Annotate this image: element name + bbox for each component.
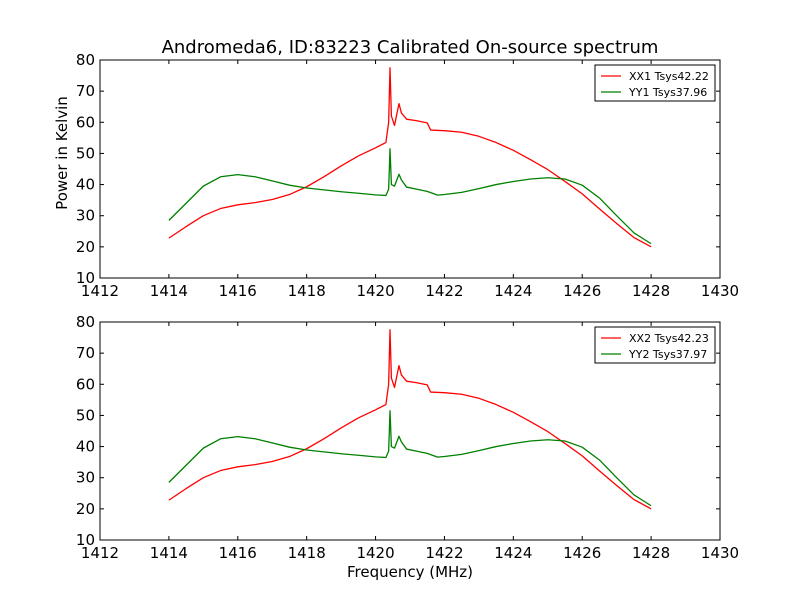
legend-entry: XX2 Tsys42.23: [629, 332, 709, 345]
y-tick-label: 50: [76, 144, 95, 162]
y-tick-label: 10: [76, 269, 95, 287]
series-line-xx1: [168, 67, 652, 248]
y-tick-label: 40: [76, 438, 95, 456]
legend-box: [594, 326, 716, 364]
chart-title: Andromeda6, ID:83223 Calibrated On-sourc…: [162, 37, 659, 58]
legend: XX1 Tsys42.22 YY1 Tsys37.96: [594, 64, 716, 102]
x-tick-label: 1416: [219, 282, 257, 300]
legend: XX2 Tsys42.23 YY2 Tsys37.97: [594, 326, 716, 364]
y-tick-label: 80: [76, 313, 95, 331]
x-tick-label: 1424: [494, 544, 532, 562]
y-tick-label: 30: [76, 207, 95, 225]
x-tick-label: 1420: [356, 544, 394, 562]
legend-box: [594, 64, 716, 102]
x-tick-label: 1430: [701, 544, 739, 562]
plot-frame: [99, 321, 721, 541]
x-tick-label: 1418: [288, 282, 326, 300]
y-tick-label: 60: [76, 113, 95, 131]
legend-entry: YY1 Tsys37.96: [628, 86, 707, 99]
y-tick-label: 70: [76, 82, 95, 100]
y-tick-label: 50: [76, 406, 95, 424]
panels-group: 1412 1414 1416 1418 1420 1422 1424 1426 1428 1430…: [76, 51, 739, 562]
legend-entry: XX1 Tsys42.22: [629, 70, 709, 83]
y-tick-label: 80: [76, 51, 95, 69]
x-tick-label: 1426: [563, 544, 601, 562]
x-axis-label: Frequency (MHz): [347, 563, 473, 581]
series-line-yy1: [168, 148, 652, 245]
x-tick-label: 1416: [219, 544, 257, 562]
series-line-yy2: [168, 410, 652, 507]
x-tick-label: 1414: [150, 544, 188, 562]
y-tick-label: 60: [76, 375, 95, 393]
x-tick-label: 1414: [150, 282, 188, 300]
series-line-xx2: [168, 329, 652, 510]
y-tick-label: 10: [76, 531, 95, 549]
y-tick-label: 20: [76, 238, 95, 256]
y-tick-label: 40: [76, 176, 95, 194]
x-tick-label: 1412: [81, 544, 119, 562]
panel-1: 1412 1414 1416 1418 1420 1422 1424 1426 1428 1430…: [76, 51, 739, 300]
x-tick-label: 1420: [356, 282, 394, 300]
y-tick-label: 70: [76, 344, 95, 362]
x-tick-label: 1412: [81, 282, 119, 300]
plot-frame: [99, 59, 721, 279]
x-tick-label: 1422: [425, 544, 463, 562]
x-tick-label: 1422: [425, 282, 463, 300]
y-tick-label: 30: [76, 469, 95, 487]
x-tick-label: 1430: [701, 282, 739, 300]
x-tick-label: 1424: [494, 282, 532, 300]
y-axis-label: Power in Kelvin: [53, 96, 71, 210]
x-tick-label: 1426: [563, 282, 601, 300]
x-tick-label: 1428: [632, 544, 670, 562]
panel-2: 1412 1414 1416 1418 1420 1422 1424 1426 1428 1430…: [76, 313, 739, 562]
x-tick-label: 1418: [288, 544, 326, 562]
legend-entry: YY2 Tsys37.97: [628, 348, 707, 361]
y-tick-label: 20: [76, 500, 95, 518]
x-tick-label: 1428: [632, 282, 670, 300]
